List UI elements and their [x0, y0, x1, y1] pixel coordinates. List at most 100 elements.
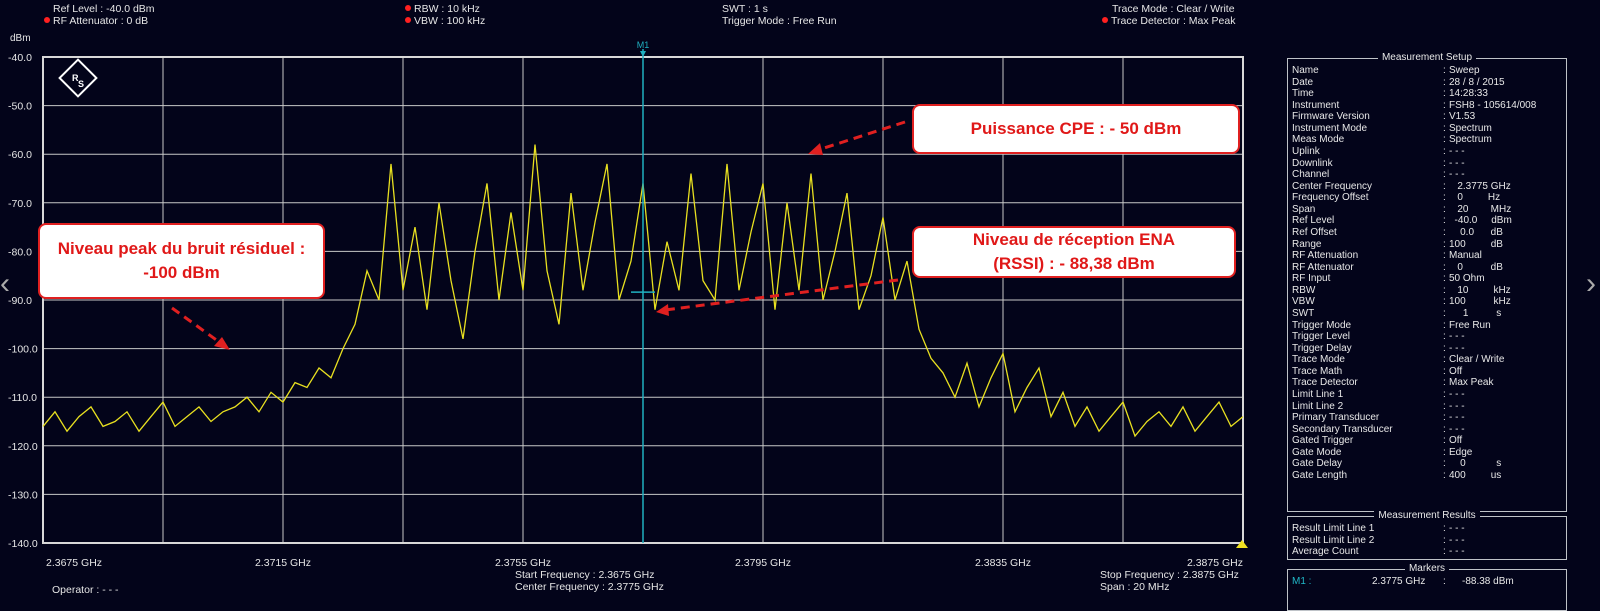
row-value: Clear / Write	[1449, 354, 1505, 366]
row-key: Limit Line 2	[1292, 400, 1344, 412]
row-value: 50 Ohm	[1449, 273, 1485, 285]
trace-detector-text: Trace Detector : Max Peak	[1111, 15, 1236, 27]
setup-row: Center Frequency: 2.3775 GHz	[1292, 181, 1562, 193]
measurement-setup-panel: Measurement Setup Name: Sweep Date:28 / 8 …	[1287, 52, 1567, 512]
arrow-noise	[171, 306, 223, 346]
marker-m1[interactable]: M1	[631, 40, 655, 543]
separator: :	[1443, 354, 1446, 366]
setup-row: Range:100 dB	[1292, 239, 1562, 251]
trace-mode: Trace Mode : Clear / Write	[1112, 3, 1235, 15]
row-key: Ref Level	[1292, 215, 1335, 227]
y-tick-label: -140.0	[8, 538, 38, 550]
row-value: Edge	[1449, 446, 1473, 458]
marker-freq: 2.3775 GHz	[1372, 576, 1426, 587]
markers-panel: Markers M1 : 2.3775 GHz : -88.38 dBm	[1287, 563, 1567, 611]
setup-row: Trigger Mode: Free Run	[1292, 320, 1562, 332]
separator: :	[1443, 342, 1446, 354]
separator: :	[1443, 157, 1446, 169]
row-key: Date	[1292, 76, 1314, 88]
marker-row-m1[interactable]: M1 : 2.3775 GHz : -88.38 dBm	[1292, 576, 1562, 588]
separator: :	[1443, 238, 1446, 250]
row-value: 100 dB	[1449, 238, 1503, 250]
setup-row: Trigger Delay: - - -	[1292, 343, 1562, 355]
separator: :	[1443, 273, 1446, 285]
svg-text:R: R	[72, 73, 79, 83]
separator: :	[1443, 192, 1446, 204]
setup-row: Trace Mode: Clear / Write	[1292, 354, 1562, 366]
indicator-dot-icon	[44, 17, 50, 23]
setup-row: Limit Line 1:- - -	[1292, 389, 1562, 401]
indicator-dot-icon	[1102, 17, 1108, 23]
annotation-noise: Niveau peak du bruit résiduel : -100 dBm	[38, 223, 325, 299]
previous-chevron-icon[interactable]: ‹	[0, 267, 10, 300]
measurement-results-panel: Measurement Results Result Limit Line 1:…	[1287, 510, 1567, 560]
row-value: - - -	[1449, 423, 1465, 435]
results-title: Measurement Results	[1374, 510, 1480, 521]
separator: :	[1443, 180, 1446, 192]
setup-row: Gate Length:400 us	[1292, 470, 1562, 482]
separator: :	[1443, 250, 1446, 262]
setup-row: Downlink: - - -	[1292, 158, 1562, 170]
separator: :	[1443, 523, 1446, 534]
row-key: Result Limit Line 1	[1292, 523, 1375, 534]
rbw: RBW : 10 kHz	[405, 3, 480, 15]
separator: :	[1443, 284, 1446, 296]
setup-row: Average Count: - - -	[1292, 546, 1562, 558]
row-key: VBW	[1292, 296, 1315, 308]
setup-row: Gate Mode: Edge	[1292, 447, 1562, 459]
setup-row: Ref Level: -40.0 dBm	[1292, 215, 1562, 227]
setup-row: Firmware Version: V1.53	[1292, 111, 1562, 123]
separator: :	[1443, 458, 1446, 470]
annotation-cpe: Puissance CPE : - 50 dBm	[912, 104, 1240, 154]
setup-row: Frequency Offset: 0 Hz	[1292, 192, 1562, 204]
y-tick-label: -80.0	[8, 246, 32, 258]
x-tick-label: 2.3755 GHz	[495, 557, 551, 569]
row-key: Span	[1292, 203, 1316, 215]
row-value: 1 s	[1449, 307, 1502, 319]
row-key: Trace Detector	[1292, 377, 1358, 389]
separator: :	[1443, 169, 1446, 181]
row-key: RBW	[1292, 284, 1316, 296]
separator: :	[1443, 65, 1446, 76]
next-chevron-icon[interactable]: ›	[1586, 267, 1596, 300]
row-key: Time	[1292, 88, 1314, 100]
separator: :	[1443, 435, 1446, 447]
row-key: Trace Math	[1292, 365, 1343, 377]
setup-row: Instrument Mode: Spectrum	[1292, 123, 1562, 135]
ref-level: Ref Level : -40.0 dBm	[53, 3, 155, 15]
setup-row: Limit Line 2:- - -	[1292, 401, 1562, 413]
row-value: 2.3775 GHz	[1449, 180, 1511, 192]
separator: :	[1443, 576, 1446, 587]
row-key: Trigger Delay	[1292, 342, 1352, 354]
row-value: - - -	[1449, 388, 1465, 400]
row-value: Max Peak	[1449, 377, 1494, 389]
row-value: Spectrum	[1449, 134, 1492, 146]
setup-row: Primary Transducer: - - -	[1292, 412, 1562, 424]
setup-row: Trigger Level: - - -	[1292, 331, 1562, 343]
indicator-dot-icon	[405, 17, 411, 23]
row-value: 10 kHz	[1449, 284, 1511, 296]
spectrum-chart: dBm -40.0 -50.0 -60.0 -70.0 -80.0 -90.0 -100.0…	[8, 33, 1248, 569]
row-value: 20 MHz	[1449, 203, 1512, 215]
row-value: 0.0 dB	[1449, 226, 1503, 238]
setup-row: VBW:100 kHz	[1292, 296, 1562, 308]
row-value: FSH8 - 105614/008	[1449, 99, 1537, 111]
row-key: Instrument	[1292, 99, 1340, 111]
row-key: Instrument Mode	[1292, 122, 1368, 134]
row-value: - - -	[1449, 157, 1465, 169]
row-value: Off	[1449, 365, 1463, 377]
setup-row: Result Limit Line 2:- - -	[1292, 535, 1562, 547]
separator: :	[1443, 423, 1446, 435]
separator: :	[1443, 203, 1446, 215]
setup-row: Gate Delay: 0 s	[1292, 458, 1562, 470]
separator: :	[1443, 145, 1446, 157]
setup-row: SWT: 1 s	[1292, 308, 1562, 320]
y-tick-label: -130.0	[8, 489, 38, 501]
center-frequency: Center Frequency : 2.3775 GHz	[515, 581, 664, 593]
y-axis-label: dBm	[10, 33, 31, 44]
row-key: Center Frequency	[1292, 180, 1373, 192]
row-key: RF Attenuator	[1292, 261, 1354, 273]
row-value: 0 s	[1449, 458, 1502, 470]
setup-row: Meas Mode: Spectrum	[1292, 134, 1562, 146]
setup-row: Ref Offset: 0.0 dB	[1292, 227, 1562, 239]
